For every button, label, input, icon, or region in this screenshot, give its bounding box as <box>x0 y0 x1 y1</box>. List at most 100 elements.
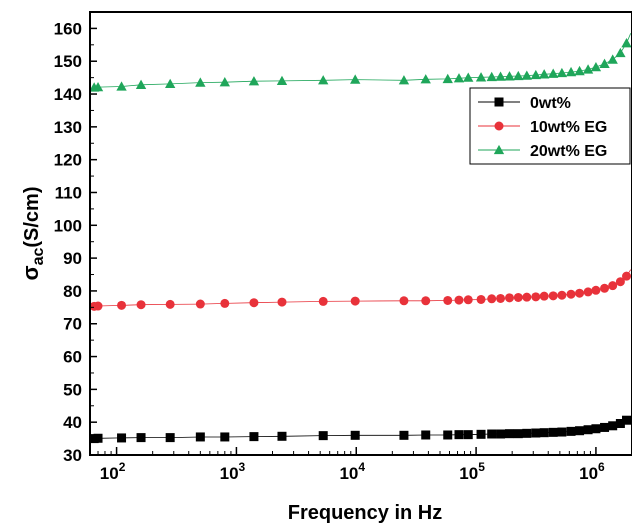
data-point <box>539 69 550 79</box>
y-axis-title-symbol: σ <box>18 265 43 280</box>
x-tick-label: 104 <box>339 460 365 483</box>
data-point <box>565 66 577 77</box>
plot-frame <box>89 11 632 456</box>
data-point <box>398 75 410 85</box>
y-axis-title-unit: (S/cm) <box>21 187 43 248</box>
data-point <box>399 296 409 306</box>
data-point <box>399 430 409 440</box>
data-point <box>522 292 532 302</box>
data-point <box>575 426 585 436</box>
data-point <box>496 429 506 439</box>
data-point <box>622 271 632 281</box>
series-square <box>89 415 632 444</box>
y-axis: 30 40 50 60 70 80 90 100 110 120 130 140 150 160 <box>54 19 97 465</box>
data-point <box>249 432 259 442</box>
data-point <box>608 281 618 291</box>
y-tick-label: 100 <box>54 216 82 235</box>
data-point <box>475 72 487 82</box>
data-point <box>622 415 632 425</box>
data-point <box>195 77 206 87</box>
x-tick-label: 102 <box>100 460 126 483</box>
data-point <box>93 433 103 443</box>
y-tick-label: 110 <box>55 183 82 202</box>
data-point <box>496 293 506 303</box>
data-point <box>615 418 625 428</box>
data-point <box>195 432 205 442</box>
data-point <box>495 71 506 81</box>
legend-label: 20wt% EG <box>530 143 607 160</box>
data-point <box>463 295 473 305</box>
y-tick-label: 70 <box>63 315 82 334</box>
data-point <box>454 430 464 440</box>
series-circle <box>89 269 632 311</box>
data-point <box>350 430 360 440</box>
data-point <box>136 300 146 310</box>
data-point <box>442 73 453 84</box>
data-point <box>453 73 465 83</box>
data-point <box>566 289 576 299</box>
data-point <box>548 427 558 437</box>
data-point <box>93 301 103 311</box>
x-axis-title: Frequency in Hz <box>288 502 442 524</box>
data-point <box>476 294 486 304</box>
y-tick-label: 90 <box>63 249 82 268</box>
data-point <box>220 298 230 308</box>
data-point <box>165 299 175 309</box>
data-point <box>548 291 558 301</box>
data-point <box>513 70 524 81</box>
data-point <box>556 67 568 78</box>
series-triangle <box>88 33 632 92</box>
data-point <box>566 426 576 436</box>
data-point <box>504 71 515 81</box>
data-point <box>504 293 514 303</box>
data-point <box>164 78 176 89</box>
y-tick-label: 40 <box>63 413 82 432</box>
data-point <box>607 54 618 64</box>
data-point <box>513 429 523 439</box>
data-point <box>615 277 625 287</box>
data-point <box>590 61 602 72</box>
marks-layer <box>88 33 632 444</box>
data-point <box>600 422 610 432</box>
legend-marker <box>493 144 505 155</box>
legend: 0wt% 10wt% EG 20wt% EG <box>469 87 631 165</box>
data-point <box>318 431 328 441</box>
data-point <box>117 433 127 443</box>
data-point <box>165 433 175 443</box>
data-point <box>276 75 288 86</box>
data-point <box>117 300 127 310</box>
x-axis: 102 103 104 105 106 <box>89 447 632 483</box>
legend-item: 20wt% EG <box>478 143 607 160</box>
data-point <box>574 65 585 76</box>
data-point <box>463 72 474 82</box>
y-tick-label: 120 <box>54 151 82 170</box>
y-tick-label: 30 <box>63 446 82 465</box>
data-point <box>531 428 541 438</box>
y-axis-title: σac(S/cm) <box>18 187 47 281</box>
y-tick-label: 80 <box>63 282 82 301</box>
data-point <box>591 285 601 295</box>
data-point <box>476 429 486 439</box>
data-point <box>195 299 205 309</box>
data-point <box>486 71 497 82</box>
y-axis-title-subscript: ac <box>30 248 47 266</box>
legend-item: 0wt% <box>478 95 571 112</box>
data-point <box>539 428 549 438</box>
y-tick-label: 60 <box>63 348 82 367</box>
data-point <box>350 74 361 84</box>
y-tick-label: 140 <box>54 85 82 104</box>
data-point <box>421 430 431 440</box>
data-point <box>454 295 464 305</box>
data-point <box>583 425 593 435</box>
y-tick-label: 160 <box>54 19 82 38</box>
data-point <box>539 291 549 301</box>
data-point <box>277 297 287 307</box>
data-point <box>615 47 626 58</box>
data-point <box>575 288 585 298</box>
data-point <box>557 427 567 437</box>
series-line <box>94 33 632 88</box>
data-point <box>608 421 618 431</box>
data-point <box>599 58 610 68</box>
data-point <box>548 68 559 78</box>
